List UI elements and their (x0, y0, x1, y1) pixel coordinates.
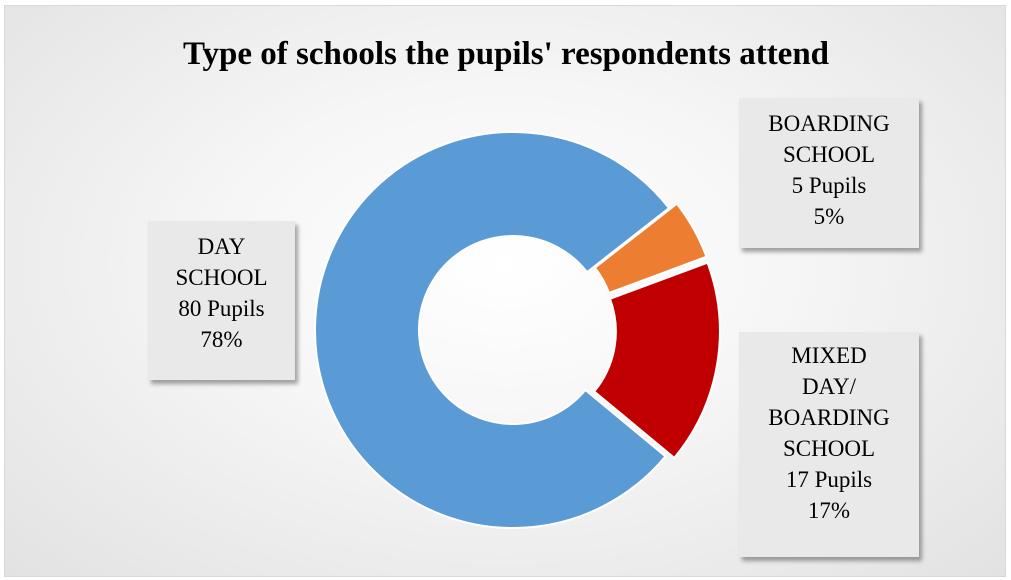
data-label-line: SCHOOL (782, 436, 875, 461)
data-label-mixed-school: MIXED DAY/ BOARDING SCHOOL 17 Pupils 17% (739, 332, 919, 557)
donut-slice-boarding-school (593, 202, 708, 295)
donut-slice-mixed-school (592, 261, 721, 460)
data-label-line: 78% (200, 327, 243, 352)
donut-chart (314, 131, 721, 529)
data-label-line: 5% (813, 204, 845, 229)
data-label-line: SCHOOL (175, 265, 268, 290)
data-label-line: DAY (197, 234, 246, 259)
data-label-line: 5 Pupils (791, 173, 867, 198)
data-label-boarding-school: BOARDING SCHOOL 5 Pupils 5% (739, 98, 919, 248)
data-label-line: BOARDING (768, 111, 890, 136)
data-label-line: MIXED (791, 343, 867, 368)
data-label-line: BOARDING (768, 405, 890, 430)
chart-area: Type of schools the pupils' respondents … (4, 5, 1006, 577)
data-label-day-school: DAY SCHOOL 80 Pupils 78% (148, 221, 295, 380)
data-label-line: DAY/ (801, 374, 857, 399)
data-label-line: 17 Pupils (785, 467, 873, 492)
data-label-line: 80 Pupils (178, 296, 265, 321)
data-label-line: SCHOOL (782, 142, 875, 167)
chart-title: Type of schools the pupils' respondents … (182, 36, 830, 72)
donut-slice-day-school (314, 131, 671, 529)
data-label-line: 17% (807, 498, 851, 523)
